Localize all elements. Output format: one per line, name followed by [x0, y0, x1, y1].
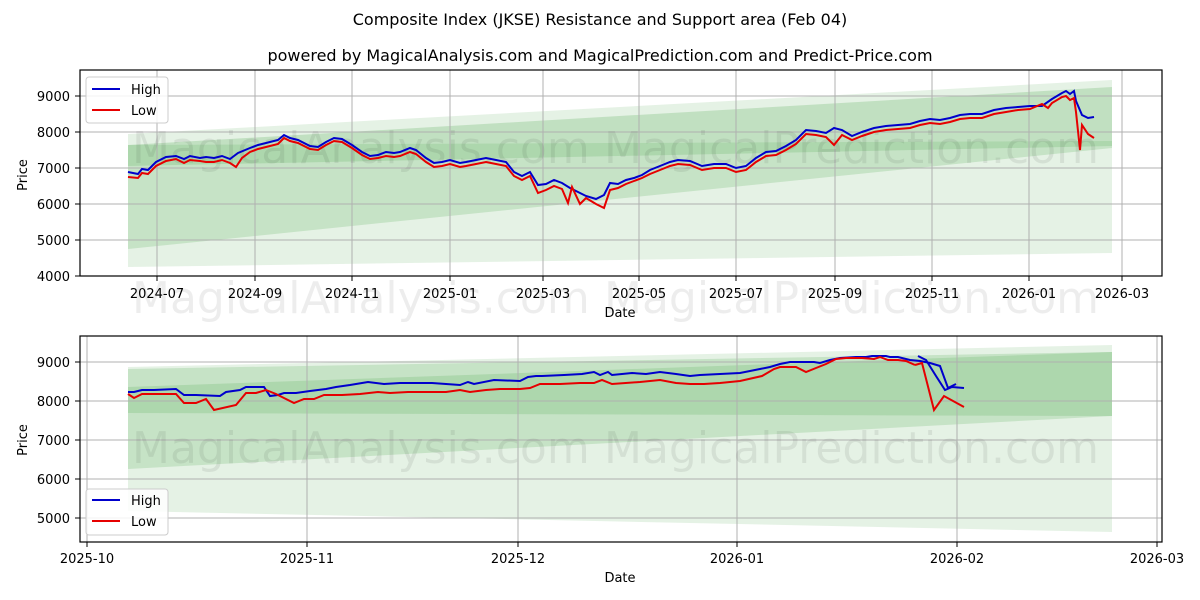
y-tick: 5000: [37, 512, 70, 527]
top-legend: High Low: [85, 76, 169, 124]
top-y-ticks: 9000 8000 7000 6000 5000 4000: [37, 90, 80, 285]
x-tick: 2026-02: [930, 552, 984, 567]
top-y-axis-label: Price: [16, 159, 31, 191]
y-tick: 9000: [37, 356, 70, 371]
bottom-series-high-tail: [917, 355, 965, 392]
x-tick: 2025-11: [905, 287, 959, 302]
bottom-x-axis-label: Date: [604, 571, 635, 586]
y-tick: 9000: [37, 90, 70, 105]
watermark-magicalanalysis-2: MagicalAnalysis.com: [132, 273, 590, 324]
y-tick: 6000: [37, 198, 70, 213]
y-tick: 6000: [37, 473, 70, 488]
x-tick: 2026-01: [1002, 287, 1056, 302]
bottom-series-low: [127, 355, 916, 412]
x-tick: 2024-11: [325, 287, 379, 302]
x-tick: 2025-01: [423, 287, 477, 302]
top-x-axis-label: Date: [604, 306, 635, 321]
watermark-magicalprediction-3: MagicalPrediction.com: [604, 423, 1099, 474]
bottom-x-ticks: 2025-10 2025-11 2025-12 2026-01 2026-02 …: [60, 542, 1184, 567]
legend-low-label: Low: [131, 515, 157, 530]
watermark-magicalprediction-2: MagicalPrediction.com: [604, 273, 1099, 324]
bottom-plot-frame: [79, 335, 1163, 543]
x-tick: 2026-03: [1095, 287, 1149, 302]
top-series-low: [127, 94, 1095, 210]
bottom-y-axis-label: Price: [16, 424, 31, 456]
bottom-legend: High Low: [85, 488, 169, 536]
x-tick: 2025-11: [280, 552, 334, 567]
x-tick: 2026-01: [710, 552, 764, 567]
legend-high-label: High: [131, 83, 161, 98]
chart-title: Composite Index (JKSE) Resistance and Su…: [352, 10, 848, 29]
band-outer-light: [128, 80, 1112, 267]
y-tick: 8000: [37, 126, 70, 141]
x-tick: 2025-12: [491, 552, 545, 567]
y-tick: 5000: [37, 234, 70, 249]
y-tick: 7000: [37, 434, 70, 449]
top-series-high: [127, 89, 1095, 201]
legend-low-label: Low: [131, 104, 157, 119]
top-x-ticks: 2024-07 2024-09 2024-11 2025-01 2025-03 …: [130, 276, 1149, 302]
top-chart: MagicalAnalysis.com MagicalPrediction.co…: [16, 69, 1163, 324]
top-plot-frame: [79, 69, 1163, 277]
x-tick: 2026-03: [1130, 552, 1184, 567]
band-resistance: [128, 87, 1112, 166]
watermark-magicalanalysis-3: MagicalAnalysis.com: [132, 423, 590, 474]
chart-subtitle: powered by MagicalAnalysis.com and Magic…: [267, 46, 933, 65]
top-grid: [80, 70, 1162, 276]
watermark-magicalanalysis: MagicalAnalysis.com: [132, 123, 590, 174]
y-tick: 4000: [37, 270, 70, 285]
legend-high-label: High: [131, 494, 161, 509]
x-tick: 2025-07: [709, 287, 763, 302]
x-tick: 2025-03: [516, 287, 570, 302]
bottom-series-low-tail: [914, 361, 965, 413]
x-tick: 2025-10: [60, 552, 114, 567]
x-tick: 2025-09: [808, 287, 862, 302]
x-tick: 2025-05: [612, 287, 666, 302]
y-tick: 7000: [37, 162, 70, 177]
x-tick: 2024-09: [228, 287, 282, 302]
bottom-y-ticks: 9000 8000 7000 6000 5000: [37, 356, 80, 527]
y-tick: 8000: [37, 395, 70, 410]
bottom-chart: MagicalAnalysis.com MagicalPrediction.co…: [16, 335, 1184, 586]
watermark-magicalprediction: MagicalPrediction.com: [604, 123, 1099, 174]
x-tick: 2024-07: [130, 287, 184, 302]
